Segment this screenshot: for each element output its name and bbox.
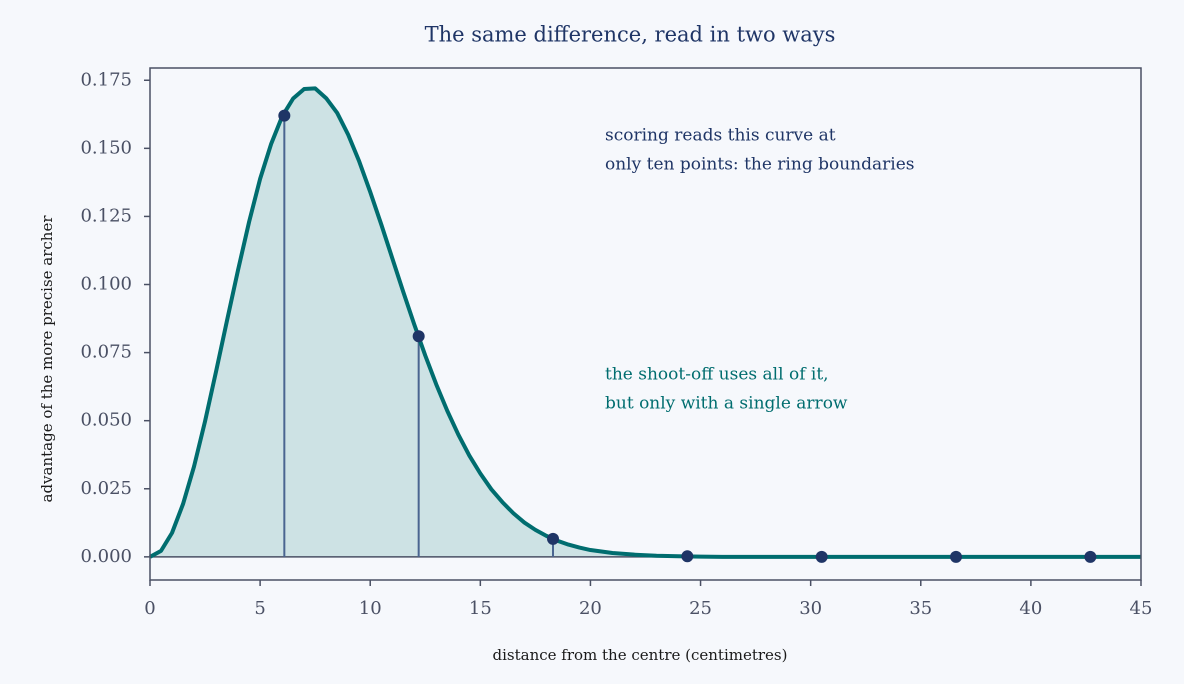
y-tick-label: 0.125 — [80, 205, 132, 226]
x-tick-label: 40 — [1019, 598, 1042, 619]
x-tick-label: 0 — [144, 598, 155, 619]
x-tick-label: 35 — [909, 598, 932, 619]
y-tick-label: 0.075 — [80, 342, 132, 363]
annotation: scoring reads this curve at — [605, 126, 836, 146]
ring-point — [1084, 550, 1097, 563]
chart-title: The same difference, read in two ways — [425, 23, 836, 47]
x-tick-label: 45 — [1130, 598, 1153, 619]
annotation: the shoot-off uses all of it, — [605, 365, 829, 385]
x-axis-label: distance from the centre (centimetres) — [493, 646, 788, 664]
y-axis-label: advantage of the more precise archer — [38, 215, 56, 503]
x-tick-label: 30 — [799, 598, 822, 619]
x-tick-label: 10 — [359, 598, 382, 619]
ring-point — [412, 330, 425, 343]
ring-point — [547, 532, 560, 545]
x-tick-label: 15 — [469, 598, 492, 619]
annotation: only ten points: the ring boundaries — [605, 155, 915, 175]
ring-point — [681, 550, 694, 563]
ring-point — [950, 550, 963, 563]
ring-point — [278, 109, 291, 122]
curve — [149, 86, 1141, 559]
y-tick-label: 0.150 — [80, 137, 132, 158]
y-tick-label: 0.000 — [80, 546, 132, 567]
x-tick-label: 25 — [689, 598, 712, 619]
x-tick-label: 20 — [579, 598, 602, 619]
annotation: but only with a single arrow — [605, 394, 848, 414]
y-tick-label: 0.050 — [80, 410, 132, 431]
y-tick-label: 0.100 — [80, 274, 132, 295]
x-tick-label: 5 — [254, 598, 265, 619]
ring-point — [815, 550, 828, 563]
y-tick-label: 0.175 — [80, 69, 132, 90]
area-fill — [150, 88, 1141, 557]
plot-frame — [149, 67, 1142, 581]
y-tick-label: 0.025 — [80, 478, 132, 499]
